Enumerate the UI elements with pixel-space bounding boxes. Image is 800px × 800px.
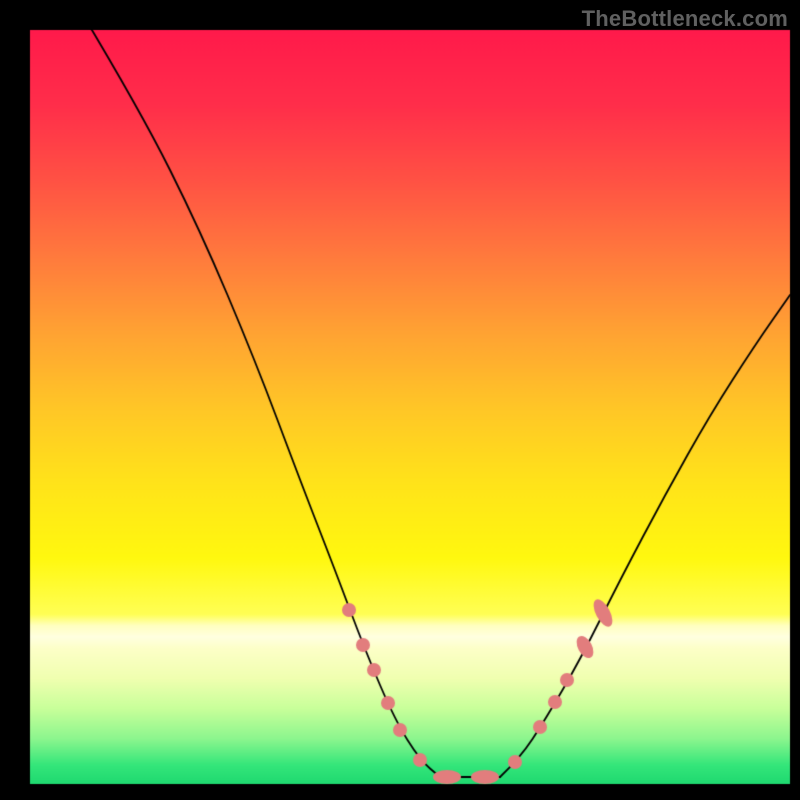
bottleneck-chart: TheBottleneck.com [0, 0, 800, 800]
watermark-label: TheBottleneck.com [582, 6, 788, 32]
performance-curve-layer [0, 0, 800, 800]
